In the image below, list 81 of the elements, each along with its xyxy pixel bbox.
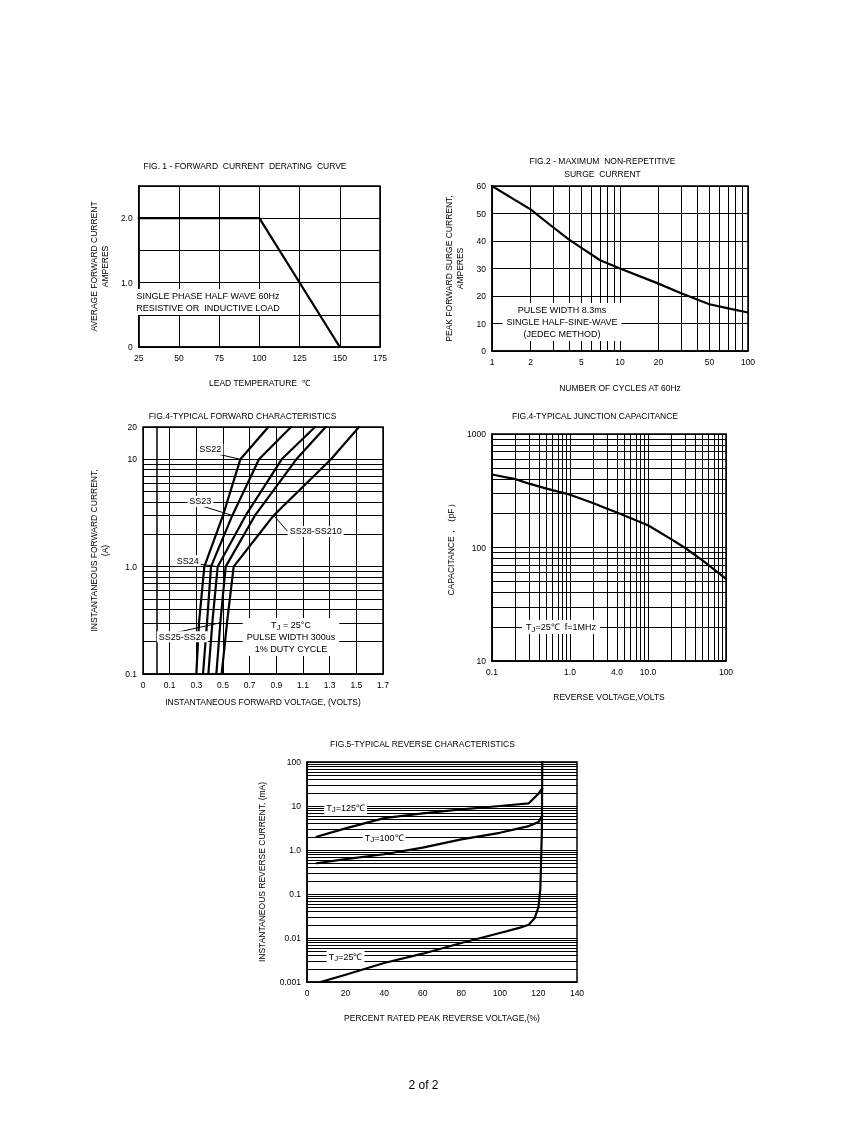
y-tick-label: 2.0	[120, 213, 133, 224]
x-tick-label: 0.3	[190, 679, 203, 690]
x-tick-label: 40	[379, 987, 390, 998]
x-tick-label: 20	[340, 987, 351, 998]
x-tick-label: 60	[417, 987, 428, 998]
x-tick-label: 20	[653, 356, 664, 367]
y-tick-label: 10	[476, 318, 487, 329]
x-tick-label: 140	[569, 987, 585, 998]
x-tick-label: 25	[133, 352, 144, 363]
x-tick-label: 0.7	[243, 679, 256, 690]
x-tick-label: 0.1	[486, 666, 499, 677]
x-tick-label: 10.0	[639, 666, 657, 677]
x-axis-title: NUMBER OF CYCLES AT 60Hz	[559, 382, 681, 393]
y-tick-label: 0.1	[289, 889, 302, 899]
text: SS23	[189, 496, 212, 507]
chart-title: FIG.4-TYPICAL JUNCTION CAPACITANCE	[511, 410, 679, 421]
y-tick-label: 1.0	[289, 845, 302, 855]
x-tick-label: 125	[292, 352, 307, 363]
y-tick-label: 20	[127, 422, 138, 432]
annotation: SINGLE PHASE HALF WAVE 60Hz RESISTIVE OR INDUCTIVE LOAD	[136, 291, 281, 313]
y-tick-label: 0.001	[279, 977, 302, 987]
y-axis-title: INSTANTANEOUS REVERSE CURRENT, (mA)	[256, 781, 267, 963]
y-axis-title: PEAK FORWARD SURGE CURRENT, AMPERES	[444, 195, 466, 342]
chart-title: FIG. 1 - FORWARD CURRENT DERATING CURVE	[143, 160, 347, 171]
text: SS24	[176, 555, 199, 566]
x-tick-label: 1.3	[323, 679, 336, 690]
y-tick-label: 50	[476, 208, 487, 219]
x-tick-label: 150	[332, 352, 348, 363]
y-tick-label: 1000	[467, 429, 487, 439]
x-tick-label: 4.0	[611, 666, 624, 677]
x-tick-label: 100	[718, 666, 734, 677]
y-tick-label: 0	[127, 342, 133, 352]
x-tick-label: 10	[615, 356, 625, 367]
x-tick-label: 1	[489, 356, 495, 367]
y-tick-label: 30	[476, 263, 487, 274]
y-tick-label: 10	[127, 454, 138, 465]
y-tick-label: 60	[476, 181, 487, 191]
x-tick-label: 1.7	[377, 679, 390, 690]
x-axis-title: PERCENT RATED PEAK REVERSE VOLTAGE,(%)	[344, 1012, 541, 1023]
y-axis-title: INSTANTANEOUS FORWARD CURRENT, (A)	[88, 469, 110, 632]
x-tick-label: 1.0	[564, 666, 577, 677]
x-axis-title: REVERSE VOLTAGE,VOLTS	[553, 691, 666, 702]
text: 2 of 2	[407, 1078, 440, 1092]
y-tick-label: 40	[476, 236, 487, 246]
x-tick-label: 175	[372, 352, 388, 363]
y-tick-label: 1.0	[120, 277, 133, 288]
text: SS28-SS210	[289, 526, 342, 537]
x-tick-label: 100	[252, 352, 267, 363]
x-tick-label: 100	[740, 356, 756, 367]
chart-title: FIG.5-TYPICAL REVERSE CHARACTERISTICS	[330, 738, 516, 749]
x-tick-label: 0.1	[163, 679, 176, 690]
annotation: PULSE WIDTH 8.3ms SINGLE HALF-SINE-WAVE (JEDEC METHOD)	[506, 305, 618, 339]
y-tick-label: 10	[476, 656, 487, 666]
x-tick-label: 1.5	[350, 679, 363, 690]
series-label: SS25-SS26	[158, 631, 206, 642]
chart-title: FIG.2 - MAXIMUM NON-REPETITIVE SURGE CURRENT	[529, 155, 676, 179]
x-tick-label: 50	[174, 352, 184, 363]
y-tick-label: 100	[471, 542, 487, 553]
y-tick-label: 100	[286, 757, 302, 767]
x-axis-title: INSTANTANEOUS FORWARD VOLTAGE, (VOLTS)	[165, 696, 361, 707]
x-tick-label: 50	[704, 356, 715, 367]
x-tick-label: 0	[140, 679, 146, 690]
x-tick-label: 100	[492, 987, 508, 998]
y-tick-label: 20	[476, 291, 487, 301]
y-axis-title: AVERAGE FORWARD CURRENT AMPERES	[88, 201, 110, 332]
chart-title: FIG.4-TYPICAL FORWARD CHARACTERISTICS	[148, 410, 337, 421]
text: SS22	[199, 444, 222, 455]
x-tick-label: 1.1	[297, 679, 310, 690]
y-tick-label: 1.0	[125, 561, 138, 572]
y-tick-label: 10	[291, 801, 302, 811]
x-tick-label: 0.9	[270, 679, 283, 690]
x-tick-label: 120	[531, 987, 546, 998]
x-tick-label: 80	[456, 987, 467, 998]
x-tick-label: 5	[579, 356, 585, 367]
x-tick-label: 0	[304, 987, 310, 998]
x-tick-label: 75	[214, 352, 225, 363]
x-tick-label: 0.5	[217, 679, 230, 690]
x-axis-title: LEAD TEMPERATURE ℃	[208, 377, 311, 388]
y-axis-title: CAPACITANCE，（pF）	[445, 499, 456, 596]
x-tick-label: 2	[528, 356, 534, 367]
y-tick-label: 0.01	[284, 933, 302, 943]
